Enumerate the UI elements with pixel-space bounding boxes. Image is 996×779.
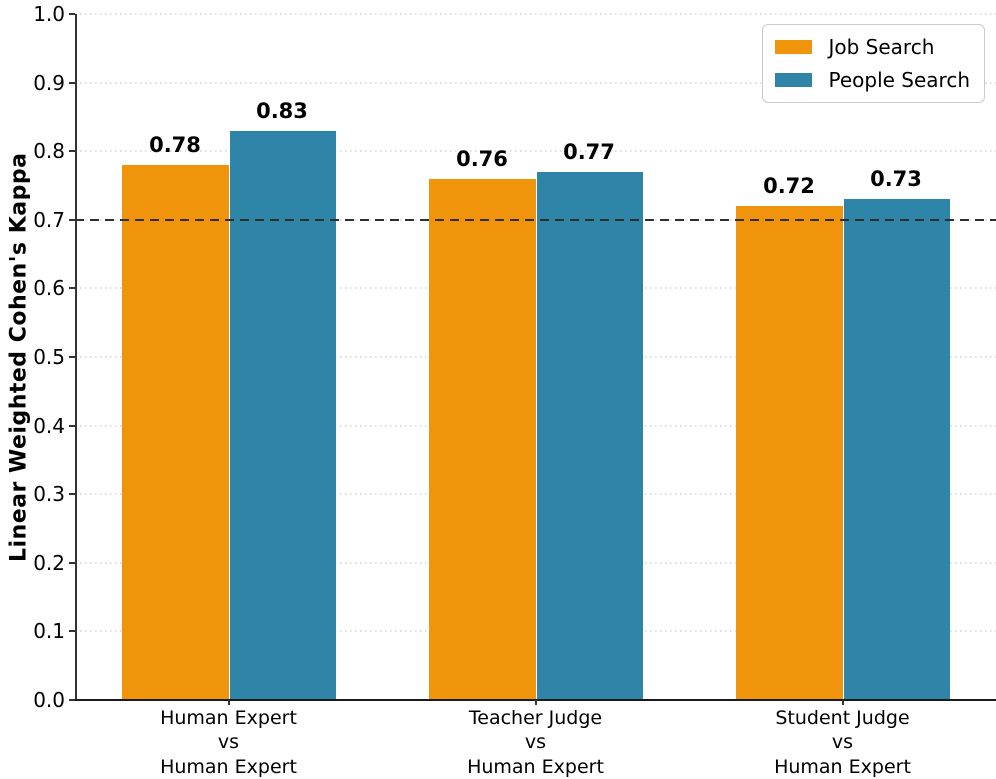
bar-people-search [229,131,336,700]
y-tick [69,150,75,152]
gridline [75,13,996,15]
bar-value-label: 0.78 [149,133,201,157]
y-tick [69,356,75,358]
bar-people-search [536,172,643,700]
bar-job-search [122,165,229,700]
bar-job-search [736,206,843,700]
y-axis-spine [75,14,77,700]
bar-value-label: 0.73 [870,167,922,191]
y-tick [69,699,75,701]
y-tick-label: 0.3 [15,482,65,506]
x-tick-label: Human Expert vs Human Expert [69,706,389,779]
y-tick-label: 0.5 [15,345,65,369]
bar-value-label: 0.83 [256,99,308,123]
x-tick-label: Student Judge vs Human Expert [683,706,996,779]
legend-label: Job Search [828,35,934,59]
y-tick-label: 0.4 [15,414,65,438]
legend-item: Job Search [775,35,970,59]
x-tick [228,700,230,705]
legend-item: People Search [775,68,970,92]
x-tick [842,700,844,705]
bar-value-label: 0.77 [563,140,615,164]
legend-swatch-people-search [775,73,812,87]
y-tick [69,287,75,289]
reference-line-0-7 [75,219,996,221]
bar-people-search [843,199,950,700]
y-tick-label: 0.2 [15,551,65,575]
y-tick [69,630,75,632]
y-tick [69,13,75,15]
bar-value-label: 0.72 [763,174,815,198]
bar-value-label: 0.76 [456,147,508,171]
legend-swatch-job-search [775,40,812,54]
y-tick-label: 0.0 [15,688,65,712]
legend-label: People Search [828,68,970,92]
y-tick [69,82,75,84]
y-tick [69,562,75,564]
y-tick [69,493,75,495]
y-tick-label: 0.8 [15,139,65,163]
x-tick-label: Teacher Judge vs Human Expert [376,706,696,779]
legend: Job Search People Search [762,24,985,103]
y-tick-label: 0.1 [15,619,65,643]
y-tick-label: 0.9 [15,71,65,95]
gridline [75,150,996,152]
y-tick-label: 0.7 [15,208,65,232]
y-tick [69,425,75,427]
y-tick-label: 1.0 [15,2,65,26]
x-tick [535,700,537,705]
y-tick [69,219,75,221]
y-tick-label: 0.6 [15,276,65,300]
bar-job-search [429,179,536,700]
